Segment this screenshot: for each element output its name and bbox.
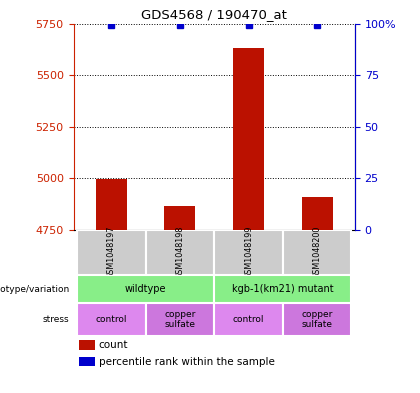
Bar bbox=[214, 275, 352, 303]
Text: kgb-1(km21) mutant: kgb-1(km21) mutant bbox=[232, 284, 333, 294]
Bar bbox=[146, 303, 214, 336]
Text: percentile rank within the sample: percentile rank within the sample bbox=[99, 357, 275, 367]
Text: GSM1048198: GSM1048198 bbox=[176, 226, 184, 279]
Bar bbox=[233, 48, 264, 230]
Bar bbox=[283, 303, 352, 336]
Bar bbox=[214, 303, 283, 336]
Title: GDS4568 / 190470_at: GDS4568 / 190470_at bbox=[141, 8, 287, 21]
Text: copper
sulfate: copper sulfate bbox=[164, 310, 196, 329]
Text: count: count bbox=[99, 340, 129, 350]
Text: control: control bbox=[233, 315, 264, 324]
Bar bbox=[77, 275, 214, 303]
Bar bbox=[214, 230, 283, 275]
Bar bbox=[77, 230, 146, 275]
Bar bbox=[165, 206, 195, 230]
Text: GSM1048197: GSM1048197 bbox=[107, 226, 116, 279]
Bar bbox=[283, 230, 352, 275]
Bar bbox=[146, 230, 214, 275]
Text: wildtype: wildtype bbox=[125, 284, 166, 294]
Text: control: control bbox=[95, 315, 127, 324]
Text: GSM1048199: GSM1048199 bbox=[244, 226, 253, 279]
Text: copper
sulfate: copper sulfate bbox=[302, 310, 333, 329]
Bar bbox=[79, 357, 94, 366]
Text: GSM1048200: GSM1048200 bbox=[312, 226, 322, 279]
Bar bbox=[77, 303, 146, 336]
Text: stress: stress bbox=[43, 315, 69, 324]
Text: genotype/variation: genotype/variation bbox=[0, 285, 69, 294]
Bar bbox=[302, 197, 333, 230]
Bar bbox=[96, 179, 127, 230]
Bar bbox=[79, 340, 94, 350]
